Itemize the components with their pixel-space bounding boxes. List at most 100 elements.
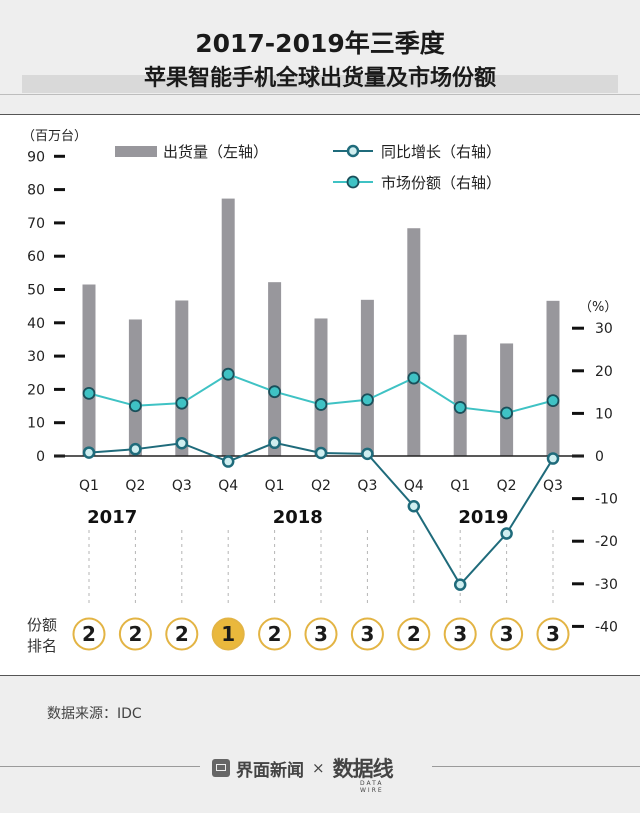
point-yoy-growth xyxy=(361,447,374,461)
rank-badge xyxy=(211,617,245,651)
left-axis-tick-label: 90 xyxy=(27,149,45,165)
bar-shipment xyxy=(407,228,421,456)
legend-swatch-yoy-marker xyxy=(346,144,360,158)
bar-shipment xyxy=(360,299,374,456)
point-market-share xyxy=(268,385,282,399)
rank-badge xyxy=(258,617,292,651)
point-market-share xyxy=(453,401,467,414)
left-axis-tick-label: 10 xyxy=(27,416,45,432)
point-market-share xyxy=(82,386,96,400)
right-axis-unit: （%） xyxy=(579,300,617,315)
year-label: 2018 xyxy=(273,507,323,528)
point-yoy-growth xyxy=(221,455,235,468)
rank-badge xyxy=(443,617,477,651)
rank-badge xyxy=(490,617,524,651)
point-yoy-growth xyxy=(314,446,328,460)
rank-value: 2 xyxy=(175,622,189,646)
rank-value: 3 xyxy=(500,622,514,646)
point-market-share xyxy=(175,396,189,410)
bar-shipment xyxy=(500,343,514,456)
bar-shipment xyxy=(268,282,282,456)
bar-shipment xyxy=(221,198,235,456)
point-yoy-growth xyxy=(453,578,467,591)
left-axis-tick-label: 60 xyxy=(27,249,45,265)
point-market-share xyxy=(407,371,421,385)
rank-row-label: 排名 xyxy=(27,637,57,655)
chart-title-line1: 2017-2019年三季度 xyxy=(195,29,445,58)
footer-partner-logo: 数据线 xyxy=(332,756,394,781)
rank-badge xyxy=(350,617,384,651)
legend-label-yoy: 同比增长（右轴） xyxy=(381,143,501,161)
right-axis-tick-label: -40 xyxy=(595,619,618,635)
left-axis-tick-label: 80 xyxy=(27,183,45,199)
bar-shipment xyxy=(314,318,328,456)
footer-logo: 界面新闻 × 数据线 DATA WIRE xyxy=(212,753,394,794)
right-axis-tick-label: -10 xyxy=(595,492,618,508)
rank-badge xyxy=(165,617,199,651)
bar-shipment xyxy=(453,334,467,456)
left-axis-tick-label: 30 xyxy=(27,349,45,365)
rank-value: 3 xyxy=(453,622,467,646)
rank-badge xyxy=(72,617,106,651)
x-axis-tick-label: Q2 xyxy=(311,478,331,494)
rank-badge xyxy=(304,617,338,651)
right-axis-tick-label: 10 xyxy=(595,406,613,422)
legend-label-share: 市场份额（右轴） xyxy=(381,174,501,192)
right-axis-tick-label: 30 xyxy=(595,321,613,337)
point-yoy-growth xyxy=(82,446,96,459)
point-market-share xyxy=(546,394,560,408)
rank-value: 2 xyxy=(407,622,421,646)
rank-value: 3 xyxy=(314,622,328,646)
rank-value: 3 xyxy=(360,622,374,646)
x-axis-tick-label: Q1 xyxy=(450,478,470,494)
rank-row-label: 份额 xyxy=(27,616,57,634)
point-market-share xyxy=(128,399,142,413)
legend-label-shipment: 出货量（左轴） xyxy=(163,143,268,161)
point-market-share xyxy=(500,406,514,420)
bar-shipment xyxy=(546,300,560,456)
point-yoy-growth xyxy=(175,436,189,450)
chart-title-line2: 苹果智能手机全球出货量及市场份额 xyxy=(143,66,496,91)
legend-swatch-share-marker xyxy=(346,175,360,189)
left-axis-tick-label: 20 xyxy=(27,382,45,398)
x-axis-tick-label: Q2 xyxy=(125,478,145,494)
rank-badge xyxy=(397,617,431,651)
x-axis-tick-label: Q1 xyxy=(79,478,99,494)
rank-badge xyxy=(536,617,570,651)
point-market-share xyxy=(314,398,328,411)
year-label: 2019 xyxy=(458,507,508,528)
bar-shipment xyxy=(175,300,189,456)
jiemian-logo-icon xyxy=(212,759,230,777)
source-note: 数据来源：IDC xyxy=(47,706,142,722)
x-axis-tick-label: Q4 xyxy=(404,478,424,494)
left-axis-tick-label: 70 xyxy=(27,216,45,232)
rank-badge xyxy=(118,617,152,651)
point-yoy-growth xyxy=(129,442,142,456)
point-yoy-growth xyxy=(268,436,281,450)
year-label: 2017 xyxy=(87,507,137,528)
right-axis-tick-label: 0 xyxy=(595,449,604,465)
point-yoy-growth xyxy=(500,527,513,540)
footer-separator: × xyxy=(312,759,325,777)
left-axis-tick-label: 40 xyxy=(27,316,45,332)
bar-shipment xyxy=(128,319,142,456)
legend-swatch-shipment xyxy=(115,146,157,157)
x-axis-tick-label: Q3 xyxy=(172,478,192,494)
x-axis-tick-label: Q1 xyxy=(265,478,285,494)
rank-value: 2 xyxy=(82,622,96,646)
bar-shipment xyxy=(82,284,96,456)
left-axis-unit: （百万台） xyxy=(22,129,87,144)
point-market-share xyxy=(221,367,235,381)
footer-divider-right xyxy=(432,766,640,767)
point-market-share xyxy=(360,393,374,407)
right-axis-tick-label: 20 xyxy=(595,364,613,380)
x-axis-tick-label: Q4 xyxy=(218,478,238,494)
left-axis-tick-label: 0 xyxy=(36,449,45,465)
rank-value: 2 xyxy=(268,622,282,646)
title-band xyxy=(22,75,618,93)
rank-value: 2 xyxy=(128,622,142,646)
right-axis-tick-label: -30 xyxy=(595,577,618,593)
rank-value: 3 xyxy=(546,622,560,646)
footer-partner-sub: DATA WIRE xyxy=(360,780,384,794)
right-axis-tick-label: -20 xyxy=(595,534,618,550)
